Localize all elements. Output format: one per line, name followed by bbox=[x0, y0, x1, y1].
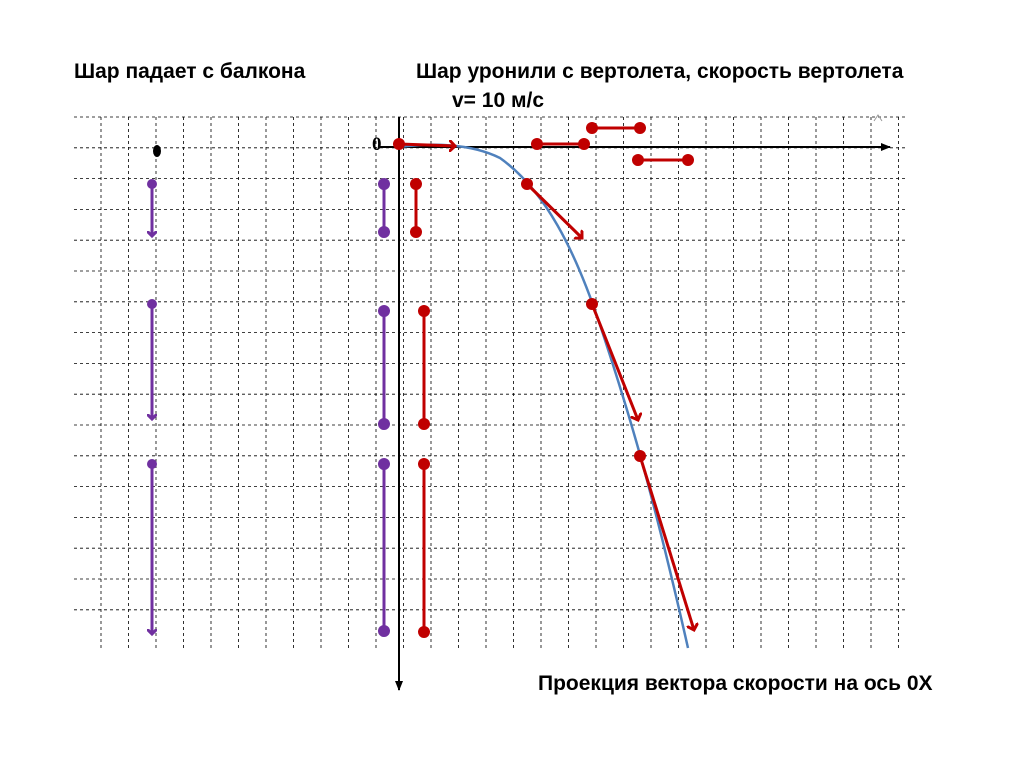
vertical-velocity-segments bbox=[378, 178, 390, 637]
down-arrow-icon bbox=[147, 179, 157, 236]
trajectory-velocity-vectors bbox=[393, 138, 694, 630]
balcony-title: Шар падает с балкона bbox=[74, 60, 306, 83]
down-arrow-icon bbox=[147, 459, 157, 634]
red-vertical-segments bbox=[410, 178, 430, 638]
balcony-fall-vectors bbox=[147, 145, 161, 634]
velocity-arrow-icon bbox=[634, 450, 694, 630]
vertical-segment bbox=[418, 458, 430, 638]
ball-start-dot bbox=[153, 145, 161, 157]
origin-label: 0 bbox=[372, 134, 382, 155]
projection-caption: Проекция вектора скорости на ось 0X bbox=[538, 672, 933, 695]
horizontal-segment bbox=[531, 138, 590, 150]
horizontal-projection-segments bbox=[531, 122, 694, 166]
grid bbox=[74, 116, 908, 650]
horizontal-segment bbox=[586, 122, 646, 134]
velocity-arrow-icon bbox=[586, 298, 638, 420]
trajectory-curve bbox=[398, 143, 690, 649]
down-arrow-icon bbox=[147, 299, 157, 419]
vertical-segment bbox=[410, 178, 422, 238]
caret-mark bbox=[873, 114, 883, 122]
helicopter-speed: v= 10 м/с bbox=[452, 89, 545, 112]
horizontal-segment bbox=[632, 154, 694, 166]
vertical-segment bbox=[378, 178, 390, 238]
vertical-segment bbox=[378, 305, 390, 430]
velocity-arrow-icon bbox=[393, 138, 455, 150]
vertical-segment bbox=[418, 305, 430, 430]
velocity-arrow-icon bbox=[521, 178, 582, 238]
vertical-segment bbox=[378, 458, 390, 637]
helicopter-title: Шар уронили с вертолета, скорость вертол… bbox=[416, 60, 904, 83]
